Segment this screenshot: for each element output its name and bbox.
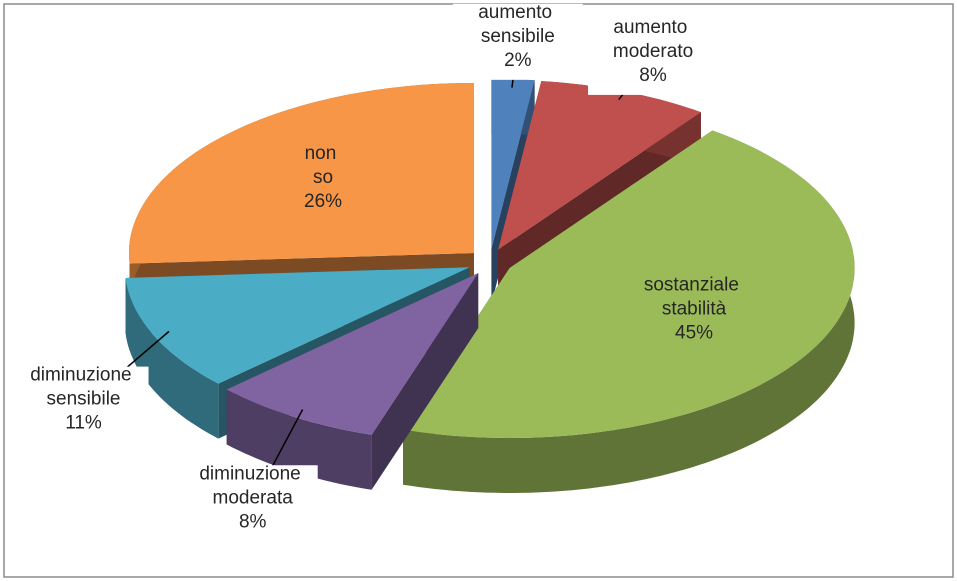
category-label-line: sostanziale [644,274,744,295]
slice-face [491,78,535,249]
category-label: diminuzione sensibile [30,365,137,410]
slice-side [226,389,372,490]
slice-side [403,130,855,493]
label-bg [18,366,149,443]
category-label: aumento moderato [613,17,693,62]
category-label-line: aumento [478,2,557,23]
label-bg [452,3,583,80]
value-label: 11% [65,413,102,434]
category-label-line: stabilità [662,298,727,319]
category-label: aumento sensibile [478,2,557,47]
category-label: sostanziale stabilità [644,274,744,319]
category-label-line: diminuzione [30,365,137,386]
category-label-line: moderata [213,487,294,508]
label-bg [588,18,719,95]
category-label-line: sensibile [47,389,121,410]
slice [226,273,479,490]
value-label: 45% [675,322,713,343]
category-label-line: so [313,167,333,188]
value-label: 26% [304,191,342,212]
category-label-line: aumento [613,17,692,38]
slice-face [129,83,474,264]
slice [403,130,855,493]
slice-face [403,130,855,438]
category-label-line: sensibile [481,26,555,47]
value-label: 8% [239,511,267,532]
slice-face [226,273,479,435]
category-label-line: non [305,143,342,164]
label-bg [187,465,318,542]
value-label: 8% [639,65,667,86]
category-label-line: diminuzione [199,463,306,484]
category-label: non so [305,143,342,188]
category-label: diminuzione moderata [199,463,306,508]
category-label-line: moderato [613,41,693,62]
value-label: 2% [504,50,532,71]
slice-face [498,81,701,250]
slice-face [125,267,470,384]
slice-side [125,277,219,439]
